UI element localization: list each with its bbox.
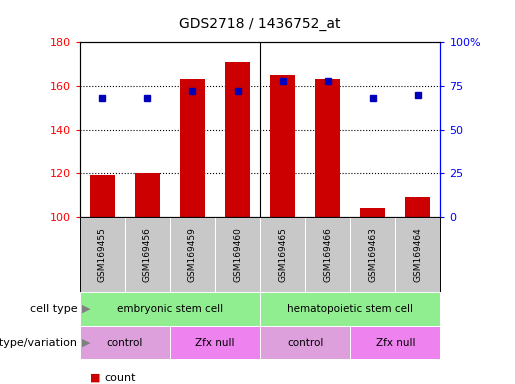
Text: GSM169456: GSM169456 [143,227,152,282]
Text: GSM169465: GSM169465 [278,227,287,282]
Text: GSM169459: GSM169459 [188,227,197,282]
Bar [135,173,160,217]
Text: count: count [105,373,136,383]
Text: hematopoietic stem cell: hematopoietic stem cell [287,304,413,314]
Text: GSM169455: GSM169455 [98,227,107,282]
Text: ▶: ▶ [82,338,91,348]
Bar [90,175,115,217]
Text: ▶: ▶ [82,304,91,314]
Bar [225,62,250,217]
Text: Zfx null: Zfx null [375,338,415,348]
Bar [315,79,340,217]
Text: control: control [287,338,323,348]
Text: cell type: cell type [30,304,77,314]
Bar [270,75,295,217]
Bar [180,79,205,217]
Text: GSM169464: GSM169464 [414,227,422,282]
Text: embryonic stem cell: embryonic stem cell [117,304,223,314]
Text: GDS2718 / 1436752_at: GDS2718 / 1436752_at [179,17,341,31]
Text: GSM169463: GSM169463 [368,227,377,282]
Text: GSM169460: GSM169460 [233,227,242,282]
Bar [405,197,430,217]
Text: Zfx null: Zfx null [195,338,235,348]
Text: ■: ■ [90,373,100,383]
Text: control: control [107,338,143,348]
Bar [360,208,385,217]
Text: genotype/variation: genotype/variation [0,338,77,348]
Text: GSM169466: GSM169466 [323,227,332,282]
